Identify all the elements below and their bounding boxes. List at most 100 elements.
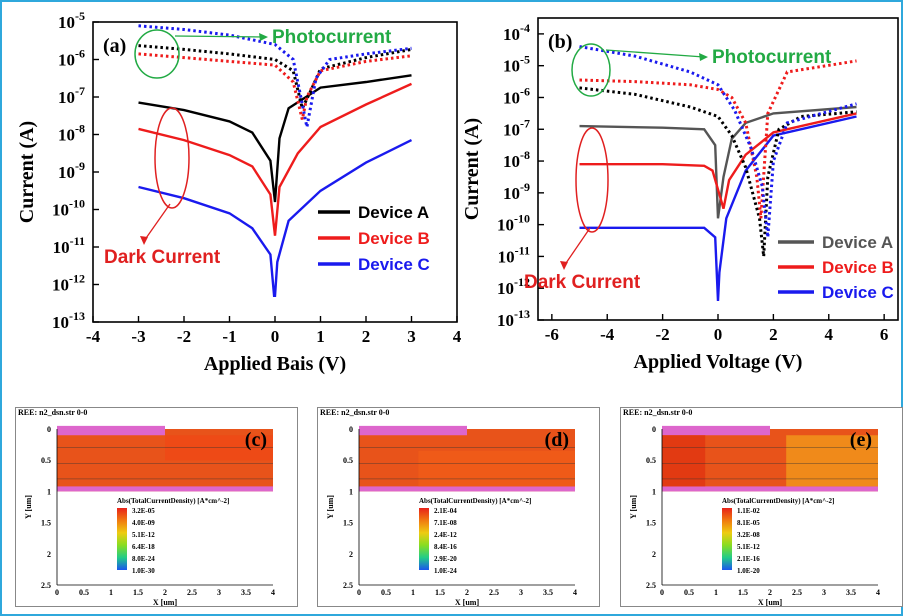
y-tick-label: 10-8 (58, 122, 85, 145)
sim-y-label: Y [um] (629, 495, 638, 519)
sim-x-tick: 0 (660, 588, 664, 597)
colorbar-value: 5.1E-12 (737, 543, 760, 551)
colorbar-value: 7.1E-08 (434, 519, 457, 527)
top-contact (57, 426, 165, 435)
photocurrent-arrow (175, 36, 264, 37)
sim-y-tick: 0 (349, 425, 353, 434)
x-tick-label: -1 (222, 327, 236, 346)
dark-current-arrow (564, 228, 590, 266)
y-tick-label: 10-7 (58, 84, 85, 107)
colorbar-title: Abs(TotalCurrentDensity) [A*cm^-2] (117, 497, 229, 505)
sim-header: REE: n2_dsn.str 0-0 (623, 408, 692, 417)
y-tick-label: 10-6 (503, 84, 530, 107)
sim-y-tick: 0.5 (343, 456, 353, 465)
colorbar-value: 1.0E-20 (737, 567, 760, 575)
y-tick-label: 10-8 (503, 148, 530, 171)
y-tick-label: 10-9 (58, 159, 85, 182)
sim-y-tick: 1.5 (646, 519, 656, 528)
sim-y-tick: 0 (47, 425, 51, 434)
y-tick-label: 10-10 (497, 212, 530, 235)
sim-x-tick: 2 (163, 588, 167, 597)
sim-panel-label: (d) (545, 429, 569, 451)
sim-y-tick: 2 (47, 550, 51, 559)
sim-x-tick: 3.5 (846, 588, 856, 597)
sim-y-tick: 1 (349, 487, 353, 496)
legend-label: Device B (358, 229, 430, 248)
dark-current-ellipse (155, 108, 189, 208)
x-tick-label: 6 (880, 325, 889, 344)
sim-x-tick: 1 (714, 588, 718, 597)
photocurrent-arrow (606, 50, 704, 57)
colorbar-value: 8.4E-16 (434, 543, 457, 551)
y-tick-label: 10-5 (503, 53, 530, 76)
sim-y-tick: 1 (652, 487, 656, 496)
panel-label: (a) (103, 35, 126, 57)
sim-header: REE: n2_dsn.str 0-0 (320, 408, 389, 417)
simulation-panel-e: REE: n2_dsn.str 0-00 0.5 1 1.5 2 2.5 3 3.5 400.5… (620, 407, 903, 607)
sim-x-tick: 0.5 (381, 588, 391, 597)
bottom-contact (662, 486, 878, 491)
colorbar-value: 5.1E-12 (132, 531, 155, 539)
photocurrent-label: Photocurrent (272, 27, 392, 48)
x-tick-label: 2 (769, 325, 778, 344)
chart-a: -4 -3 -2 -1 0 1 2 3 4 10-5 10-6 10-7 10-8 10-9 10-10 10… (0, 0, 460, 390)
x-tick-label: -4 (600, 325, 615, 344)
sim-y-tick: 1 (47, 487, 51, 496)
sim-x-tick: 0.5 (79, 588, 89, 597)
colorbar (419, 508, 429, 570)
y-axis-label: Current (A) (461, 118, 483, 220)
y-tick-label: 10-9 (503, 180, 530, 203)
x-tick-label: -2 (177, 327, 191, 346)
top-contact (359, 426, 467, 435)
photocurrent-label: Photocurrent (712, 47, 832, 68)
dark-current-arrowhead (560, 261, 568, 270)
x-axis-label: Applied Voltage (V) (634, 351, 803, 373)
sim-x-tick: 2.5 (792, 588, 802, 597)
sim-x-tick: 4 (271, 588, 275, 597)
simulation-panel-d: REE: n2_dsn.str 0-0 0 0.5 1 1.5 2 2.5 3 3.5 4 0 0.5… (317, 407, 600, 607)
series-line-device-a-dotted (580, 88, 857, 257)
colorbar-value: 2.4E-12 (434, 531, 457, 539)
x-tick-label: 0 (271, 327, 280, 346)
sim-x-tick: 3 (822, 588, 826, 597)
sim-x-tick: 3.5 (543, 588, 553, 597)
sim-x-tick: 1 (109, 588, 113, 597)
x-axis-label: Applied Bais (V) (204, 353, 346, 375)
x-tick-label: 3 (407, 327, 416, 346)
sim-x-tick: 1.5 (435, 588, 445, 597)
colorbar-value: 8.1E-05 (737, 519, 760, 527)
x-tick-label: -6 (545, 325, 559, 344)
sim-y-tick: 1.5 (41, 519, 51, 528)
x-tick-label: -4 (86, 327, 101, 346)
y-tick-label: 10-10 (52, 197, 85, 220)
sim-y-label: Y [um] (326, 495, 335, 519)
y-tick-label: 10-7 (503, 116, 530, 139)
sim-x-tick: 3.5 (241, 588, 251, 597)
sim-x-label: X [um] (455, 598, 480, 607)
colorbar-value: 1.0E-24 (434, 567, 457, 575)
sim-x-tick: 1.5 (133, 588, 143, 597)
sim-panel-label: (c) (245, 429, 267, 451)
colorbar-title: Abs(TotalCurrentDensity) [A*cm^-2] (419, 497, 531, 505)
legend-label: Device C (822, 283, 894, 302)
sim-y-tick: 0.5 (646, 456, 656, 465)
legend-label: Device A (822, 233, 893, 252)
sim-x-tick: 4 (876, 588, 880, 597)
sim-y-tick: 0 (652, 425, 656, 434)
sim-x-tick: 4 (573, 588, 577, 597)
sim-x-tick: 2 (465, 588, 469, 597)
x-tick-label: -3 (131, 327, 145, 346)
bottom-contact (359, 486, 575, 491)
sim-x-tick: 0 (55, 588, 59, 597)
x-tick-label: -2 (656, 325, 670, 344)
sim-x-label: X [um] (758, 598, 783, 607)
x-tick-label: 4 (825, 325, 834, 344)
sim-x-tick: 2.5 (187, 588, 197, 597)
colorbar-value: 2.9E-20 (434, 555, 457, 563)
photocurrent-arrowhead (699, 53, 708, 61)
dark-current-label: Dark Current (524, 272, 641, 293)
colorbar-value: 4.0E-09 (132, 519, 155, 527)
panel-label: (b) (548, 31, 572, 53)
dark-current-arrowhead (140, 236, 148, 245)
y-tick-label: 10-4 (503, 21, 530, 44)
